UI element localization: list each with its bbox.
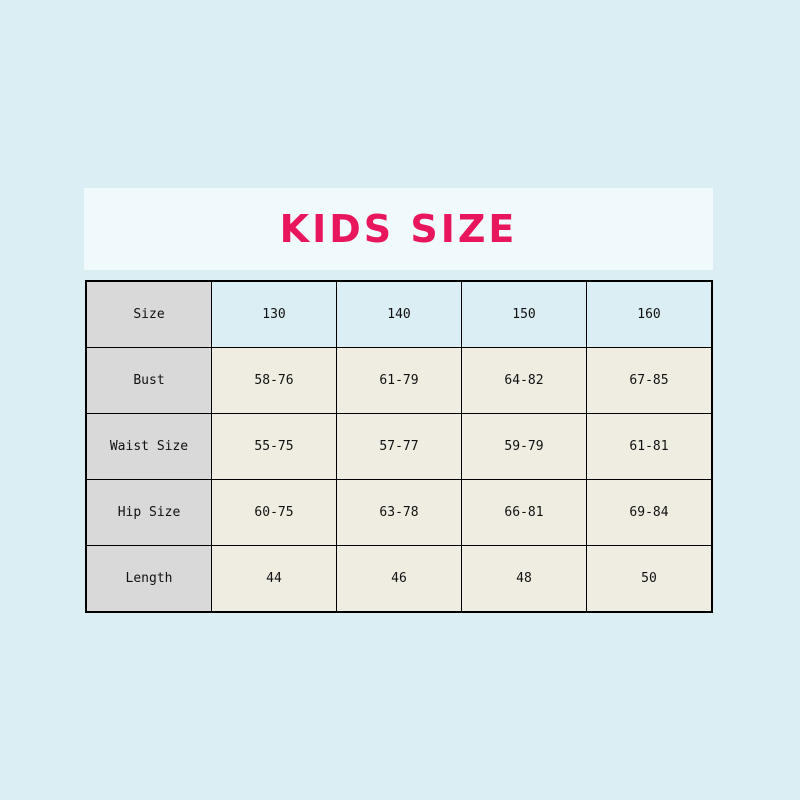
size-chart-table: Size 130 140 150 160 Bust 58-76 61-79 64…	[85, 280, 713, 613]
table-header-row: Size 130 140 150 160	[85, 280, 713, 348]
row-label: Waist Size	[85, 413, 212, 480]
table-cell: 61-79	[336, 347, 462, 414]
table-cell: 50	[586, 545, 713, 613]
header-cell: 140	[336, 280, 462, 348]
table-cell: 48	[461, 545, 587, 613]
row-label: Hip Size	[85, 479, 212, 546]
table-cell: 60-75	[211, 479, 337, 546]
table-cell: 46	[336, 545, 462, 613]
table-row: Waist Size 55-75 57-77 59-79 61-81	[85, 413, 713, 480]
row-label: Length	[85, 545, 212, 613]
page-title: KIDS SIZE	[279, 207, 518, 251]
table-cell: 57-77	[336, 413, 462, 480]
table-cell: 58-76	[211, 347, 337, 414]
table-row: Hip Size 60-75 63-78 66-81 69-84	[85, 479, 713, 546]
title-banner: KIDS SIZE	[84, 188, 713, 270]
table-cell: 64-82	[461, 347, 587, 414]
table-row: Length 44 46 48 50	[85, 545, 713, 613]
row-label: Size	[85, 280, 212, 348]
table-cell: 66-81	[461, 479, 587, 546]
table-cell: 69-84	[586, 479, 713, 546]
table-cell: 67-85	[586, 347, 713, 414]
table-row: Bust 58-76 61-79 64-82 67-85	[85, 347, 713, 414]
table-cell: 61-81	[586, 413, 713, 480]
table-cell: 55-75	[211, 413, 337, 480]
table-cell: 44	[211, 545, 337, 613]
table-cell: 59-79	[461, 413, 587, 480]
header-cell: 150	[461, 280, 587, 348]
row-label: Bust	[85, 347, 212, 414]
table-cell: 63-78	[336, 479, 462, 546]
header-cell: 130	[211, 280, 337, 348]
header-cell: 160	[586, 280, 713, 348]
